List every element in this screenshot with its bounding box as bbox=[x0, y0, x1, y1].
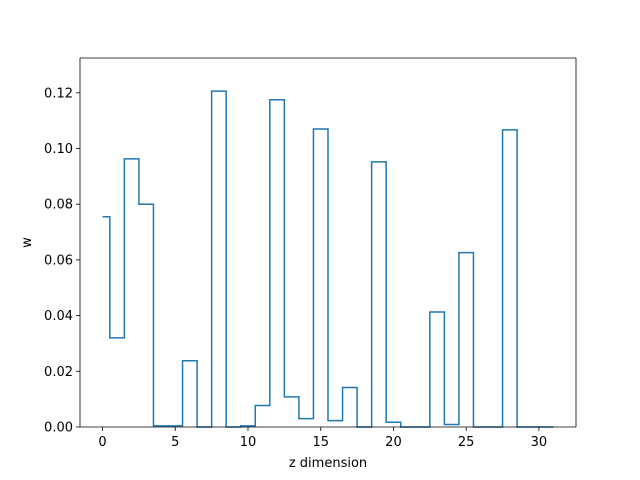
x-tick-label: 10 bbox=[240, 435, 257, 450]
y-tick-label: 0.04 bbox=[44, 309, 73, 324]
y-tick-label: 0.02 bbox=[44, 365, 73, 380]
y-tick-label: 0.00 bbox=[44, 421, 73, 436]
axis-ticks: 0 5 10 15 20 25 30 0.00 0.02 0.04 0.06 0.08 0.10 0.12 bbox=[44, 57, 577, 450]
y-tick-label: 0.12 bbox=[44, 86, 73, 101]
x-axis-label: z dimension bbox=[289, 456, 367, 471]
y-tick-label: 0.10 bbox=[44, 142, 73, 157]
y-axis-label: w bbox=[20, 237, 35, 248]
x-tick-label: 20 bbox=[385, 435, 402, 450]
x-tick-label: 30 bbox=[531, 435, 548, 450]
x-tick-label: 5 bbox=[171, 435, 179, 450]
x-tick-label: 15 bbox=[312, 435, 329, 450]
series-line-0 bbox=[102, 90, 554, 428]
y-tick-label: 0.08 bbox=[44, 198, 73, 213]
x-tick-label: 0 bbox=[98, 435, 106, 450]
x-tick-label: 25 bbox=[458, 435, 475, 450]
plot-area bbox=[102, 90, 554, 428]
y-tick-label: 0.06 bbox=[44, 253, 73, 268]
